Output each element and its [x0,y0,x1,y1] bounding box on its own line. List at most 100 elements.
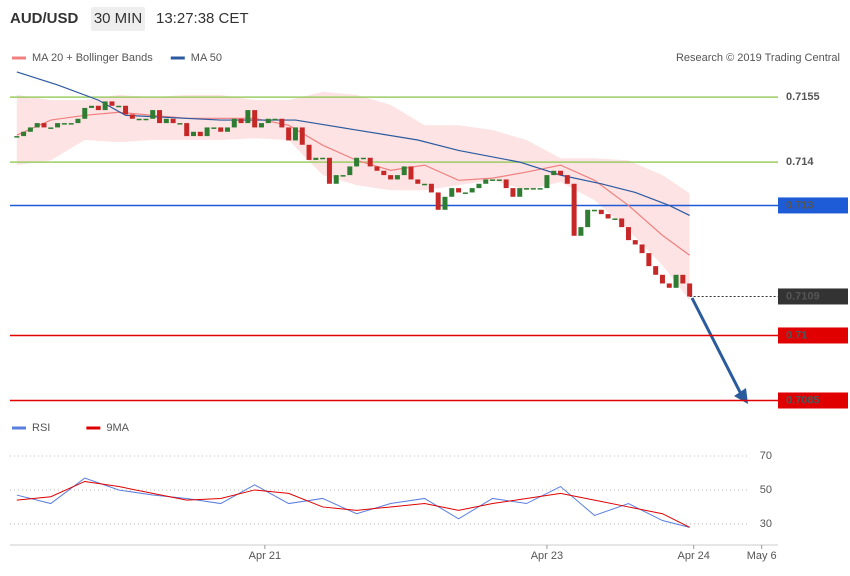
candle [55,123,61,128]
candle [503,179,509,189]
timeframe-box[interactable] [91,7,145,31]
candle [551,170,557,176]
candle [14,136,20,138]
credit: Research © 2019 Trading Central [676,52,840,64]
bollinger-band [16,91,690,301]
candle [313,157,319,160]
candle [408,166,414,180]
candle [82,107,88,119]
candle [442,196,448,210]
level-label: 0.7085 [786,394,820,406]
candle [27,127,33,132]
candle [143,118,149,121]
candle [456,188,462,193]
candle [150,110,156,119]
candle [191,131,197,137]
candle [306,144,312,160]
candle [116,105,122,108]
candle [537,188,543,190]
candle [619,218,625,228]
candle [340,175,346,177]
candle [605,214,611,219]
candle [21,131,27,137]
candle [68,123,74,125]
candle [184,123,190,137]
x-tick-label: Apr 21 [249,550,281,562]
candle [415,179,421,184]
candle [41,123,47,128]
candle [625,227,631,241]
candle [571,183,577,236]
candle [632,240,638,245]
candle [258,123,264,128]
candle [544,175,550,189]
candle [530,188,536,190]
candle [102,101,108,111]
level-label-box [778,327,848,344]
candle [646,253,652,267]
candle [129,114,135,119]
candle [197,131,203,137]
candle [510,188,516,197]
indicator-line [16,477,690,528]
candle [89,105,95,108]
candle [653,266,659,275]
candle [360,157,366,160]
candle [422,183,428,186]
candle [136,118,142,121]
timeframe[interactable]: 30 MIN [94,10,142,27]
candle [238,118,244,124]
candle [245,110,251,124]
level-label-box [778,392,848,409]
x-tick-label: May 6 [747,550,777,562]
candle [95,105,101,111]
y-tick-label: 30 [760,518,772,530]
candle [367,157,373,167]
candle [34,123,40,128]
candle [496,179,502,181]
candle [673,274,679,288]
candle [639,244,645,254]
candle [666,283,672,288]
candle [265,118,271,124]
candle [517,188,523,197]
candle [558,170,564,176]
candle [524,188,530,190]
candle [476,183,482,189]
indicator-line [16,480,690,528]
candle [469,188,475,193]
candle [659,274,665,284]
x-tick-label: Apr 23 [531,550,563,562]
candle [109,101,115,106]
candle [598,209,604,215]
candle [231,118,237,128]
candle [462,192,468,194]
symbol: AUD/USD [10,10,79,27]
candle [591,209,597,212]
candle [388,175,394,180]
candle [374,166,380,171]
y-tick-label: 70 [760,450,772,462]
candle [299,127,305,145]
candle [218,127,224,132]
candle [449,188,455,197]
candle [578,227,584,236]
candle [48,127,54,129]
candle [292,127,298,141]
candle [347,166,353,176]
candle [204,127,210,137]
candle [211,127,217,129]
level-label-box [778,197,848,214]
candle [564,175,570,184]
time: 13:27:38 CET [156,10,249,27]
legend-label: MA 50 [191,52,222,64]
candle [381,170,387,176]
candle [163,118,169,124]
candle [435,192,441,210]
candle [585,209,591,228]
candle [612,218,618,220]
candle [123,105,129,115]
legend-label: 9MA [106,422,129,434]
